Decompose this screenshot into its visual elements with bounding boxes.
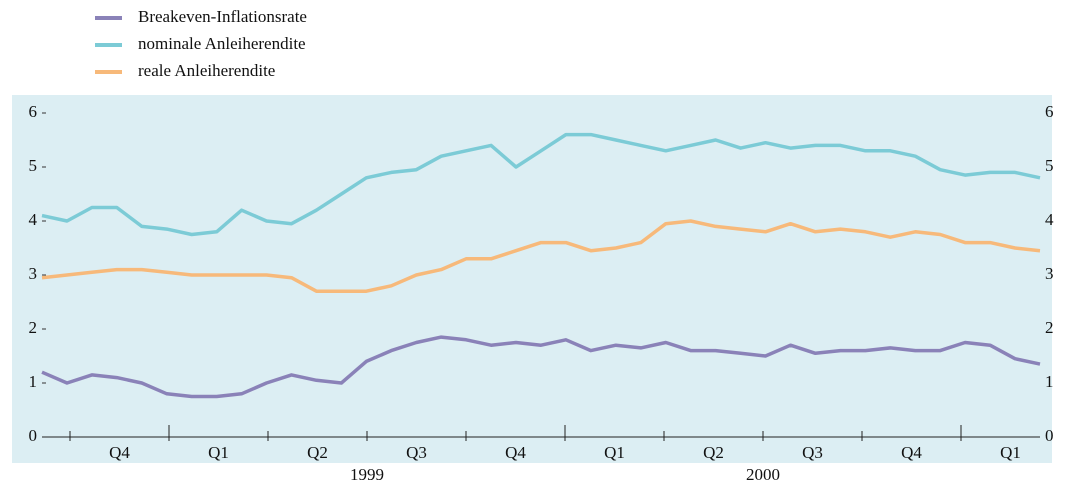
x-tick-label: Q4 — [505, 443, 526, 462]
year-label: 2000 — [746, 465, 780, 484]
y-tick-label-right: 3 — [1045, 264, 1054, 283]
y-tick-label: 4 — [29, 210, 38, 229]
y-tick-label-right: 6 — [1045, 102, 1054, 121]
y-tick-label: 0 — [29, 426, 38, 445]
y-tick-label: 2 — [29, 318, 38, 337]
y-tick-label: 1 — [29, 372, 38, 391]
y-tick-label-right: 0 — [1045, 426, 1054, 445]
x-tick-label: Q4 — [109, 443, 130, 462]
series-line — [41, 132, 1041, 237]
y-tick-label-right: 4 — [1045, 210, 1054, 229]
x-tick-label: Q4 — [901, 443, 922, 462]
x-tick-label: Q2 — [307, 443, 328, 462]
y-tick-label-right: 5 — [1045, 156, 1054, 175]
x-tick-label: Q3 — [802, 443, 823, 462]
legend-label: reale Anleiherendite — [138, 61, 275, 80]
series-line — [41, 219, 1041, 293]
y-tick-label-right: 1 — [1045, 372, 1054, 391]
x-tick-label: Q2 — [703, 443, 724, 462]
y-tick-label: 6 — [29, 102, 38, 121]
y-tick-label-right: 2 — [1045, 318, 1054, 337]
legend-label: nominale Anleiherendite — [138, 34, 306, 53]
plot-background — [12, 95, 1052, 463]
y-tick-label: 5 — [29, 156, 38, 175]
year-label: 1999 — [350, 465, 384, 484]
x-tick-label: Q1 — [604, 443, 625, 462]
x-tick-label: Q3 — [406, 443, 427, 462]
x-tick-label: Q1 — [1000, 443, 1021, 462]
series-line — [41, 335, 1041, 399]
x-tick-label: Q1 — [208, 443, 229, 462]
legend-label: Breakeven-Inflationsrate — [138, 7, 307, 26]
y-tick-label: 3 — [29, 264, 38, 283]
